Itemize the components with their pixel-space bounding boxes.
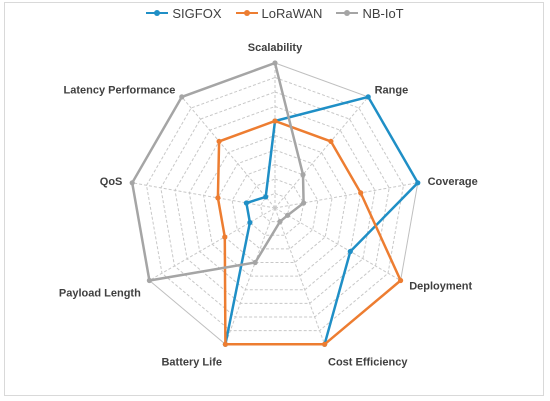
grid-ring-7 — [174, 105, 376, 304]
point-nb-iot-scalability — [272, 60, 278, 66]
axis-label-scalability: Scalability — [248, 42, 303, 54]
grid-ring-8 — [160, 91, 390, 318]
point-nb-iot-cost-efficiency — [277, 219, 283, 225]
legend-marker-nb-iot — [344, 10, 351, 16]
spoke-cost-efficiency — [274, 207, 326, 345]
axis-label-battery-life: Battery Life — [161, 357, 222, 369]
spoke-battery-life — [224, 207, 276, 345]
point-lorawan-range — [328, 138, 334, 144]
point-sigfox-payload-length — [247, 219, 253, 226]
point-lorawan-deployment — [398, 277, 404, 284]
spoke-latency-performance — [181, 96, 276, 209]
axis-label-range: Range — [375, 84, 409, 96]
legend-swatch-sigfox — [146, 10, 169, 16]
point-lorawan-scalability — [272, 118, 278, 124]
legend-swatch-nb-iot — [336, 10, 359, 16]
point-sigfox-latency-performance — [263, 194, 269, 200]
point-lorawan-qos — [215, 195, 221, 201]
point-nb-iot-coverage — [301, 200, 307, 206]
point-nb-iot-payload-length — [146, 277, 152, 284]
axis-label-payload-length: Payload Length — [59, 288, 141, 300]
series-line-nb-iot — [130, 61, 305, 282]
point-lorawan-coverage — [358, 190, 364, 196]
axis-label-latency-performance: Latency Performance — [64, 84, 176, 96]
legend-label-lorawan: LoRaWAN — [261, 5, 323, 21]
series-line-sigfox — [223, 95, 420, 346]
legend-item-sigfox: SIGFOX — [146, 4, 222, 22]
grid-ring-9 — [145, 76, 405, 332]
point-sigfox-coverage — [415, 180, 421, 186]
point-sigfox-deployment — [347, 248, 353, 255]
spoke-range — [274, 96, 369, 209]
grid-ring-4 — [217, 149, 333, 263]
series-line-lorawan — [216, 119, 403, 346]
legend-marker-lorawan — [243, 10, 250, 16]
axis-label-coverage: Coverage — [428, 176, 478, 188]
axis-label-cost-efficiency: Cost Efficiency — [328, 357, 408, 369]
axis-label-qos: QoS — [100, 176, 123, 188]
point-nb-iot-deployment — [285, 212, 291, 218]
axis-labels: Scalability Range Coverage Deployment Cost E… — [59, 42, 478, 369]
point-nb-iot-qos — [129, 180, 135, 186]
legend-item-lorawan: LoRaWAN — [235, 4, 323, 22]
spoke-qos — [132, 182, 276, 209]
point-lorawan-cost-efficiency — [322, 341, 328, 347]
radar-series — [129, 60, 421, 347]
grid-ring-6 — [188, 120, 362, 291]
point-nb-iot-latency-performance — [179, 94, 185, 100]
spoke-deployment — [274, 207, 401, 281]
point-nb-iot-range — [300, 172, 306, 178]
point-lorawan-payload-length — [222, 234, 228, 240]
legend-item-nb-iot: NB-IoT — [336, 4, 404, 22]
legend-label-sigfox: SIGFOX — [172, 5, 222, 21]
spoke-coverage — [274, 182, 418, 209]
point-sigfox-qos — [243, 200, 249, 206]
spoke-payload-length — [149, 207, 276, 281]
grid-ring-5 — [203, 134, 347, 277]
point-nb-iot-battery-life — [252, 259, 258, 266]
legend: SIGFOX LoRaWAN NB-IoT — [0, 4, 550, 22]
point-lorawan-battery-life — [222, 341, 228, 347]
point-lorawan-latency-performance — [216, 138, 222, 144]
axis-label-deployment: Deployment — [409, 281, 472, 293]
point-sigfox-range — [365, 94, 371, 100]
legend-swatch-lorawan — [235, 10, 258, 16]
legend-label-nb-iot: NB-IoT — [362, 5, 404, 21]
legend-marker-sigfox — [154, 10, 161, 16]
